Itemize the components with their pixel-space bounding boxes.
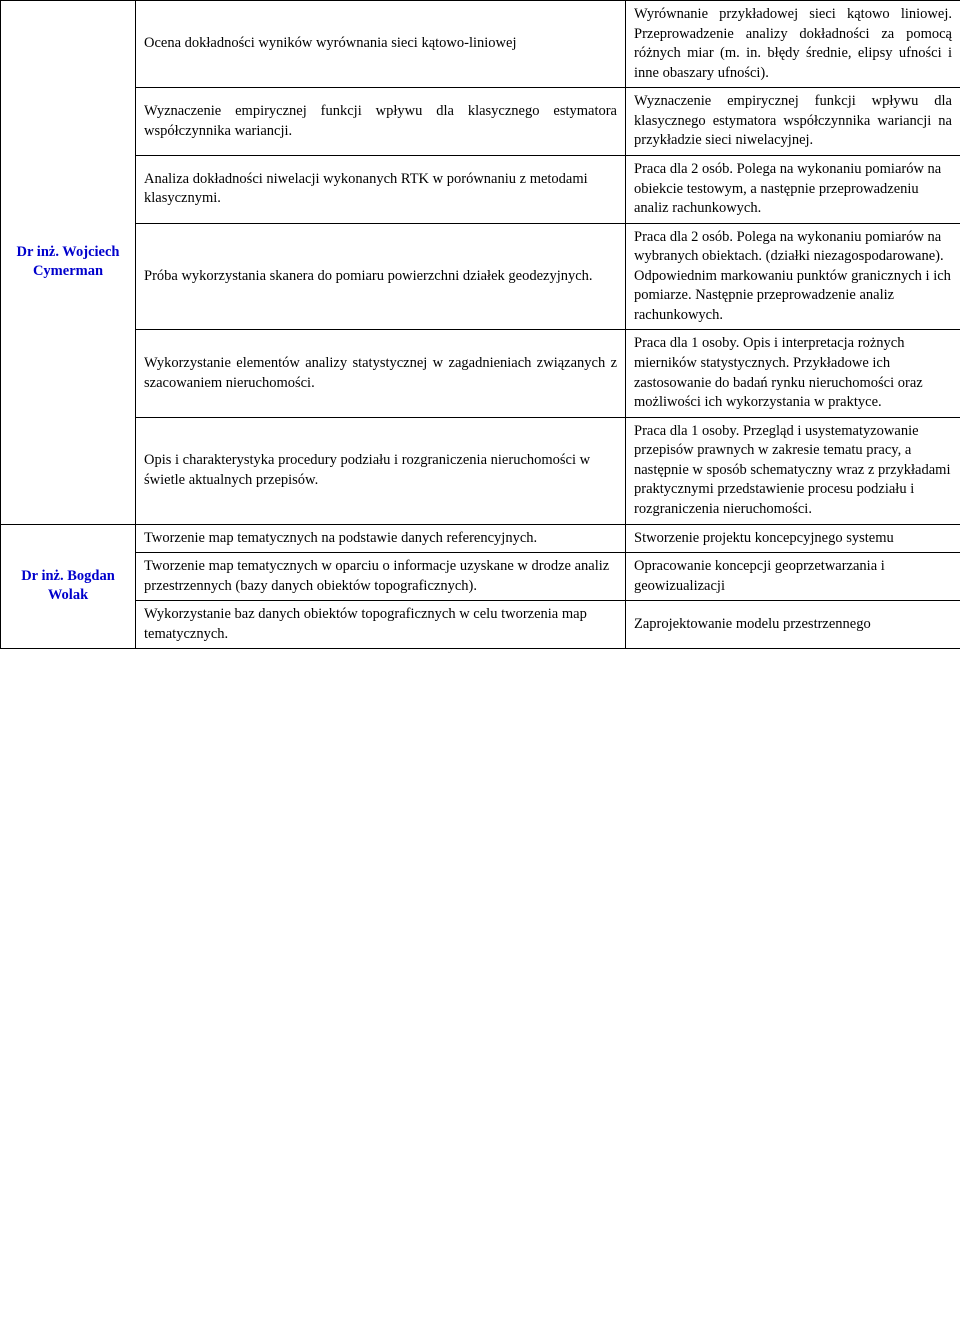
supervisor-cell-wolak: Dr inż. Bogdan Wolak: [1, 524, 136, 649]
desc-cell: Praca dla 2 osób. Polega na wykonaniu po…: [626, 155, 960, 223]
desc-cell: Praca dla 1 osoby. Przegląd i usystematy…: [626, 417, 960, 524]
desc-cell: Zaprojektowanie modelu przestrzennego: [626, 601, 960, 649]
topic-cell: Wykorzystanie elementów analizy statysty…: [136, 330, 626, 417]
topic-cell: Wyznaczenie empirycznej funkcji wpływu d…: [136, 88, 626, 156]
desc-cell: Wyrównanie przykładowej sieci kątowo lin…: [626, 1, 960, 88]
topic-cell: Tworzenie map tematycznych w oparciu o i…: [136, 553, 626, 601]
table-row: Wyznaczenie empirycznej funkcji wpływu d…: [1, 88, 960, 156]
topic-cell: Próba wykorzystania skanera do pomiaru p…: [136, 223, 626, 330]
desc-cell: Praca dla 2 osób. Polega na wykonaniu po…: [626, 223, 960, 330]
table-row: Tworzenie map tematycznych w oparciu o i…: [1, 553, 960, 601]
supervisor-cell-cymerman: Dr inż. Wojciech Cymerman: [1, 1, 136, 525]
topic-cell: Ocena dokładności wyników wyrównania sie…: [136, 1, 626, 88]
topic-cell: Tworzenie map tematycznych na podstawie …: [136, 524, 626, 553]
table-row: Analiza dokładności niwelacji wykonanych…: [1, 155, 960, 223]
table-row: Opis i charakterystyka procedury podział…: [1, 417, 960, 524]
table-row: Wykorzystanie baz danych obiektów topogr…: [1, 601, 960, 649]
table-row: Wykorzystanie elementów analizy statysty…: [1, 330, 960, 417]
table-row: Dr inż. Bogdan Wolak Tworzenie map temat…: [1, 524, 960, 553]
desc-cell: Stworzenie projektu koncepcyjnego system…: [626, 524, 960, 553]
desc-cell: Wyznaczenie empirycznej funkcji wpływu d…: [626, 88, 960, 156]
topics-table: Dr inż. Wojciech Cymerman Ocena dokładno…: [0, 0, 960, 649]
topic-cell: Opis i charakterystyka procedury podział…: [136, 417, 626, 524]
desc-cell: Praca dla 1 osoby. Opis i interpretacja …: [626, 330, 960, 417]
topic-cell: Analiza dokładności niwelacji wykonanych…: [136, 155, 626, 223]
topic-cell: Wykorzystanie baz danych obiektów topogr…: [136, 601, 626, 649]
desc-cell: Opracowanie koncepcji geoprzetwarzania i…: [626, 553, 960, 601]
table-row: Próba wykorzystania skanera do pomiaru p…: [1, 223, 960, 330]
table-row: Dr inż. Wojciech Cymerman Ocena dokładno…: [1, 1, 960, 88]
